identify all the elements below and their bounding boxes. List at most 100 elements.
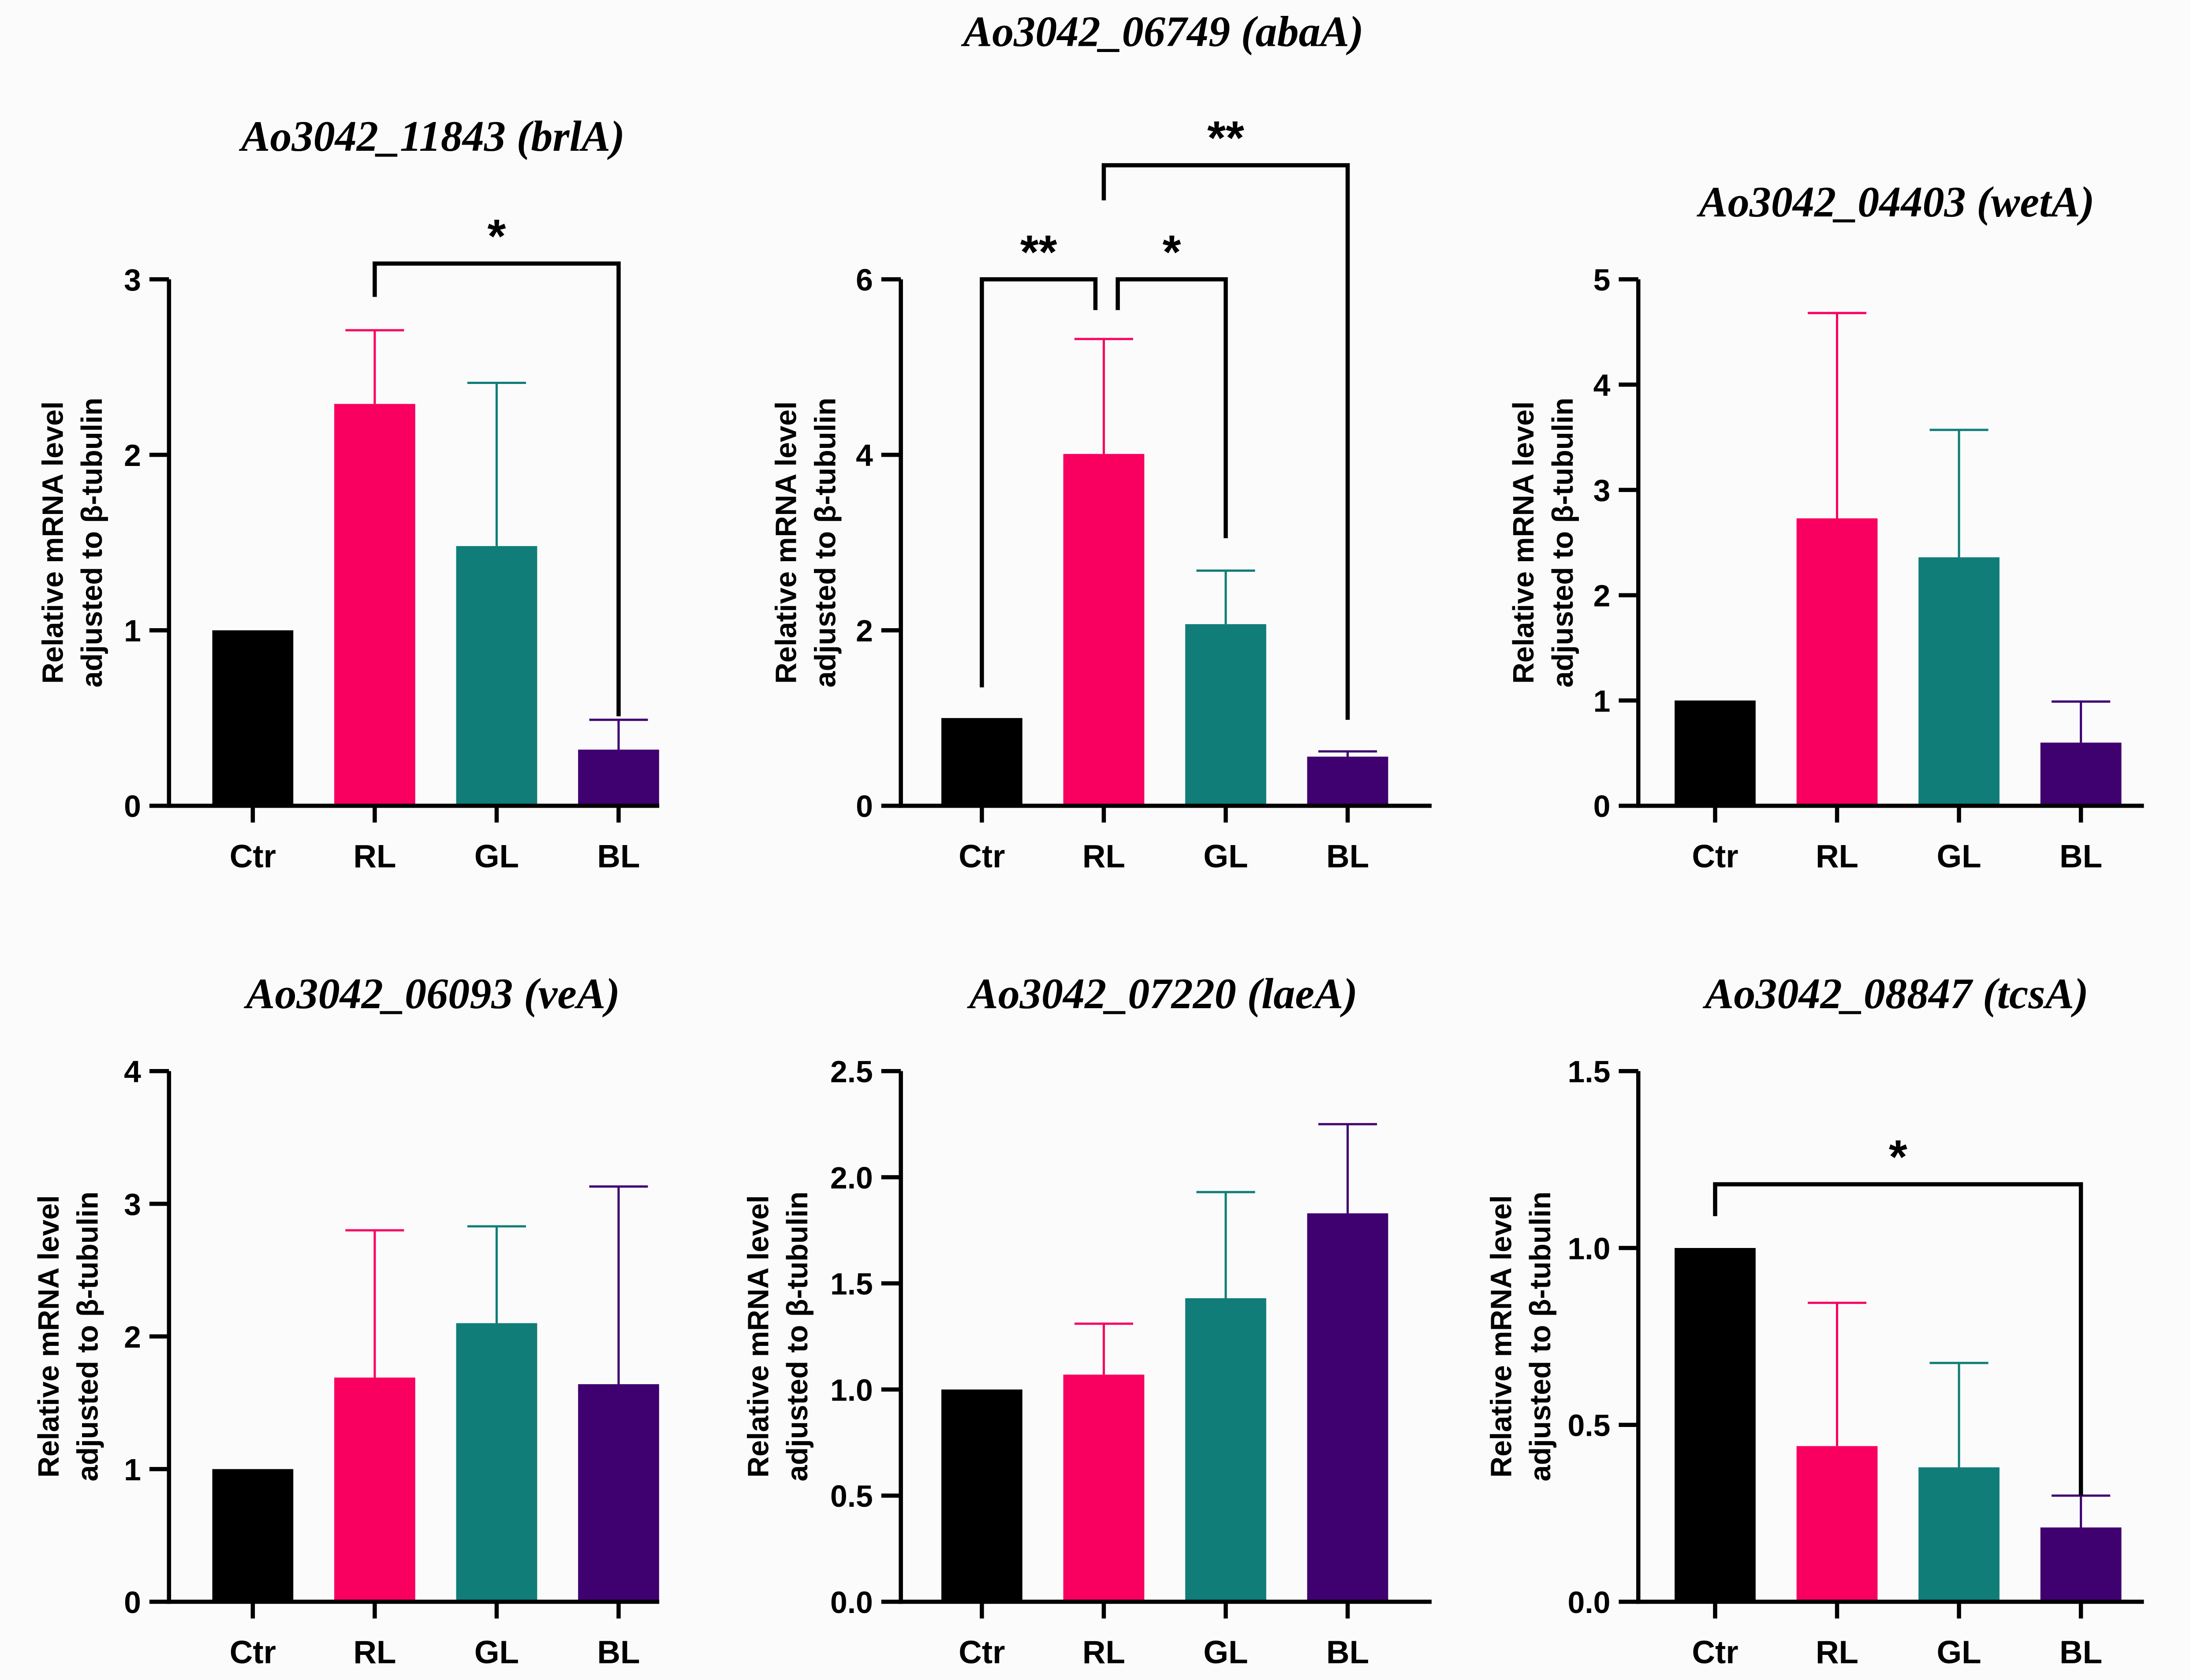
- y-tick-label: 1: [124, 1453, 141, 1487]
- y-axis-label: Relative mRNA level adjusted to β-tubulin: [1507, 398, 1579, 688]
- chart-panel-4-3: Ao3042_06093 (veA) Relative mRNA level adj…: [33, 970, 660, 1670]
- bar-ctr: [941, 1389, 1022, 1602]
- bar-bl: [578, 749, 659, 806]
- y-axis-label-line: Relative mRNA level: [770, 401, 803, 684]
- y-tick-label: 5: [1593, 263, 1611, 297]
- bar-bl: [2040, 742, 2122, 806]
- x-tick-label: RL: [1816, 838, 1858, 874]
- y-axis-label: Relative mRNA level adjusted to β-tubulin: [742, 1192, 814, 1482]
- y-tick-label: 0.0: [830, 1585, 873, 1620]
- x-tick-label: BL: [1326, 1635, 1369, 1670]
- y-tick-label: 1.5: [1568, 1054, 1611, 1089]
- x-tick-label: RL: [353, 838, 396, 874]
- y-tick-label: 1.5: [830, 1267, 873, 1301]
- bar-rl: [1796, 518, 1878, 806]
- bar-rl: [1796, 1446, 1878, 1602]
- y-axis-label: Relative mRNA level adjusted to β-tubulin: [1485, 1192, 1557, 1482]
- x-tick-label: RL: [1082, 838, 1125, 874]
- y-tick-label: 3: [124, 1187, 141, 1222]
- bar-ctr: [1675, 700, 1756, 806]
- chart-panel-4-0: Ao3042_11843 (brlA) Relative mRNA level ad…: [37, 113, 660, 874]
- significance-bracket: [980, 277, 1098, 688]
- x-tick-label: Ctr: [1692, 838, 1738, 874]
- chart-title: Ao3042_11843 (brlA): [239, 113, 625, 160]
- y-tick-label: 1.0: [830, 1373, 873, 1407]
- y-tick-label: 3: [1593, 473, 1611, 508]
- bar-gl: [456, 546, 537, 806]
- x-tick-label: GL: [1203, 1635, 1248, 1670]
- chart-title: Ao3042_07220 (laeA): [966, 970, 1358, 1018]
- bar-rl: [1063, 454, 1145, 806]
- y-axis-label: Relative mRNA level adjusted to β-tubulin: [37, 398, 109, 688]
- x-tick-label: Ctr: [230, 1635, 276, 1670]
- y-axis-label-line: Relative mRNA level: [1485, 1195, 1518, 1478]
- significance-bracket: [1713, 1182, 2083, 1496]
- bar-rl: [334, 404, 415, 806]
- x-tick-label: GL: [474, 1635, 519, 1670]
- y-axis-label-line: adjusted to β-tubulin: [72, 1192, 104, 1482]
- bar-gl: [456, 1323, 537, 1602]
- y-tick-label: 6: [856, 263, 873, 297]
- y-tick-label: 0.5: [830, 1479, 873, 1513]
- significance-label: *: [487, 209, 506, 262]
- bar-ctr: [212, 630, 294, 806]
- x-tick-label: Ctr: [230, 838, 276, 874]
- bar-gl: [1185, 1298, 1266, 1602]
- x-tick-label: GL: [1936, 1635, 1981, 1670]
- y-tick-label: 3: [124, 263, 141, 297]
- y-tick-label: 4: [1593, 368, 1611, 402]
- x-tick-label: Ctr: [959, 838, 1005, 874]
- bar-bl: [1307, 1213, 1388, 1602]
- x-tick-label: GL: [1936, 838, 1981, 874]
- y-tick-label: 4: [124, 1054, 141, 1089]
- significance-label: *: [1889, 1130, 1907, 1183]
- significance-bracket: [1116, 277, 1228, 538]
- bar-gl: [1918, 1467, 2000, 1602]
- chart-panel-4-5: Ao3042_08847 (tcsA) Relative mRNA level ad…: [1485, 970, 2144, 1670]
- y-tick-label: 0: [124, 1585, 141, 1620]
- chart-title: Ao3042_06749 (abaA): [961, 8, 1364, 56]
- y-tick-label: 2: [1593, 579, 1611, 613]
- y-tick-label: 2.0: [830, 1161, 873, 1195]
- bar-bl: [578, 1384, 659, 1602]
- x-tick-label: GL: [474, 838, 519, 874]
- bar-bl: [2040, 1527, 2122, 1602]
- x-tick-label: RL: [353, 1635, 396, 1670]
- y-tick-label: 0: [124, 789, 141, 823]
- significance-label: *: [1163, 225, 1181, 278]
- x-tick-label: RL: [1816, 1635, 1858, 1670]
- y-tick-label: 1.0: [1568, 1231, 1611, 1266]
- x-tick-label: RL: [1082, 1635, 1125, 1670]
- y-axis-label: Relative mRNA level adjusted to β-tubulin: [770, 398, 842, 688]
- significance-label: **: [1020, 225, 1057, 278]
- y-axis-label: Relative mRNA level adjusted to β-tubulin: [33, 1192, 104, 1482]
- y-axis-label-line: Relative mRNA level: [1507, 401, 1540, 684]
- x-tick-label: Ctr: [1692, 1635, 1738, 1670]
- chart-panel-4-1: Ao3042_06749 (abaA) Relative mRNA level ad…: [770, 8, 1432, 874]
- y-axis-label-line: adjusted to β-tubulin: [1547, 398, 1579, 688]
- significance-bracket: [1101, 163, 1350, 720]
- y-tick-label: 1: [124, 614, 141, 648]
- chart-panel-4-4: Ao3042_07220 (laeA) Relative mRNA level ad…: [742, 970, 1432, 1670]
- y-tick-label: 0: [1593, 789, 1611, 823]
- x-tick-label: BL: [2059, 1635, 2102, 1670]
- bar-rl: [334, 1377, 415, 1602]
- y-axis-label-line: Relative mRNA level: [742, 1195, 775, 1478]
- bar-gl: [1185, 624, 1266, 806]
- chart-title: Ao3042_04403 (wetA): [1696, 179, 2094, 226]
- y-tick-label: 0: [856, 789, 873, 823]
- bar-ctr: [212, 1469, 294, 1602]
- x-tick-label: BL: [597, 1635, 640, 1670]
- chart-title: Ao3042_08847 (tcsA): [1702, 970, 2089, 1018]
- x-tick-label: Ctr: [959, 1635, 1005, 1670]
- significance-label: **: [1207, 112, 1244, 164]
- y-tick-label: 2: [124, 438, 141, 473]
- y-axis-label-line: Relative mRNA level: [37, 401, 70, 684]
- significance-bracket: [373, 261, 621, 716]
- bar-gl: [1918, 557, 2000, 806]
- bar-ctr: [1675, 1248, 1756, 1602]
- y-tick-label: 2: [856, 614, 873, 648]
- x-tick-label: BL: [1326, 838, 1369, 874]
- y-tick-label: 0.5: [1568, 1408, 1611, 1443]
